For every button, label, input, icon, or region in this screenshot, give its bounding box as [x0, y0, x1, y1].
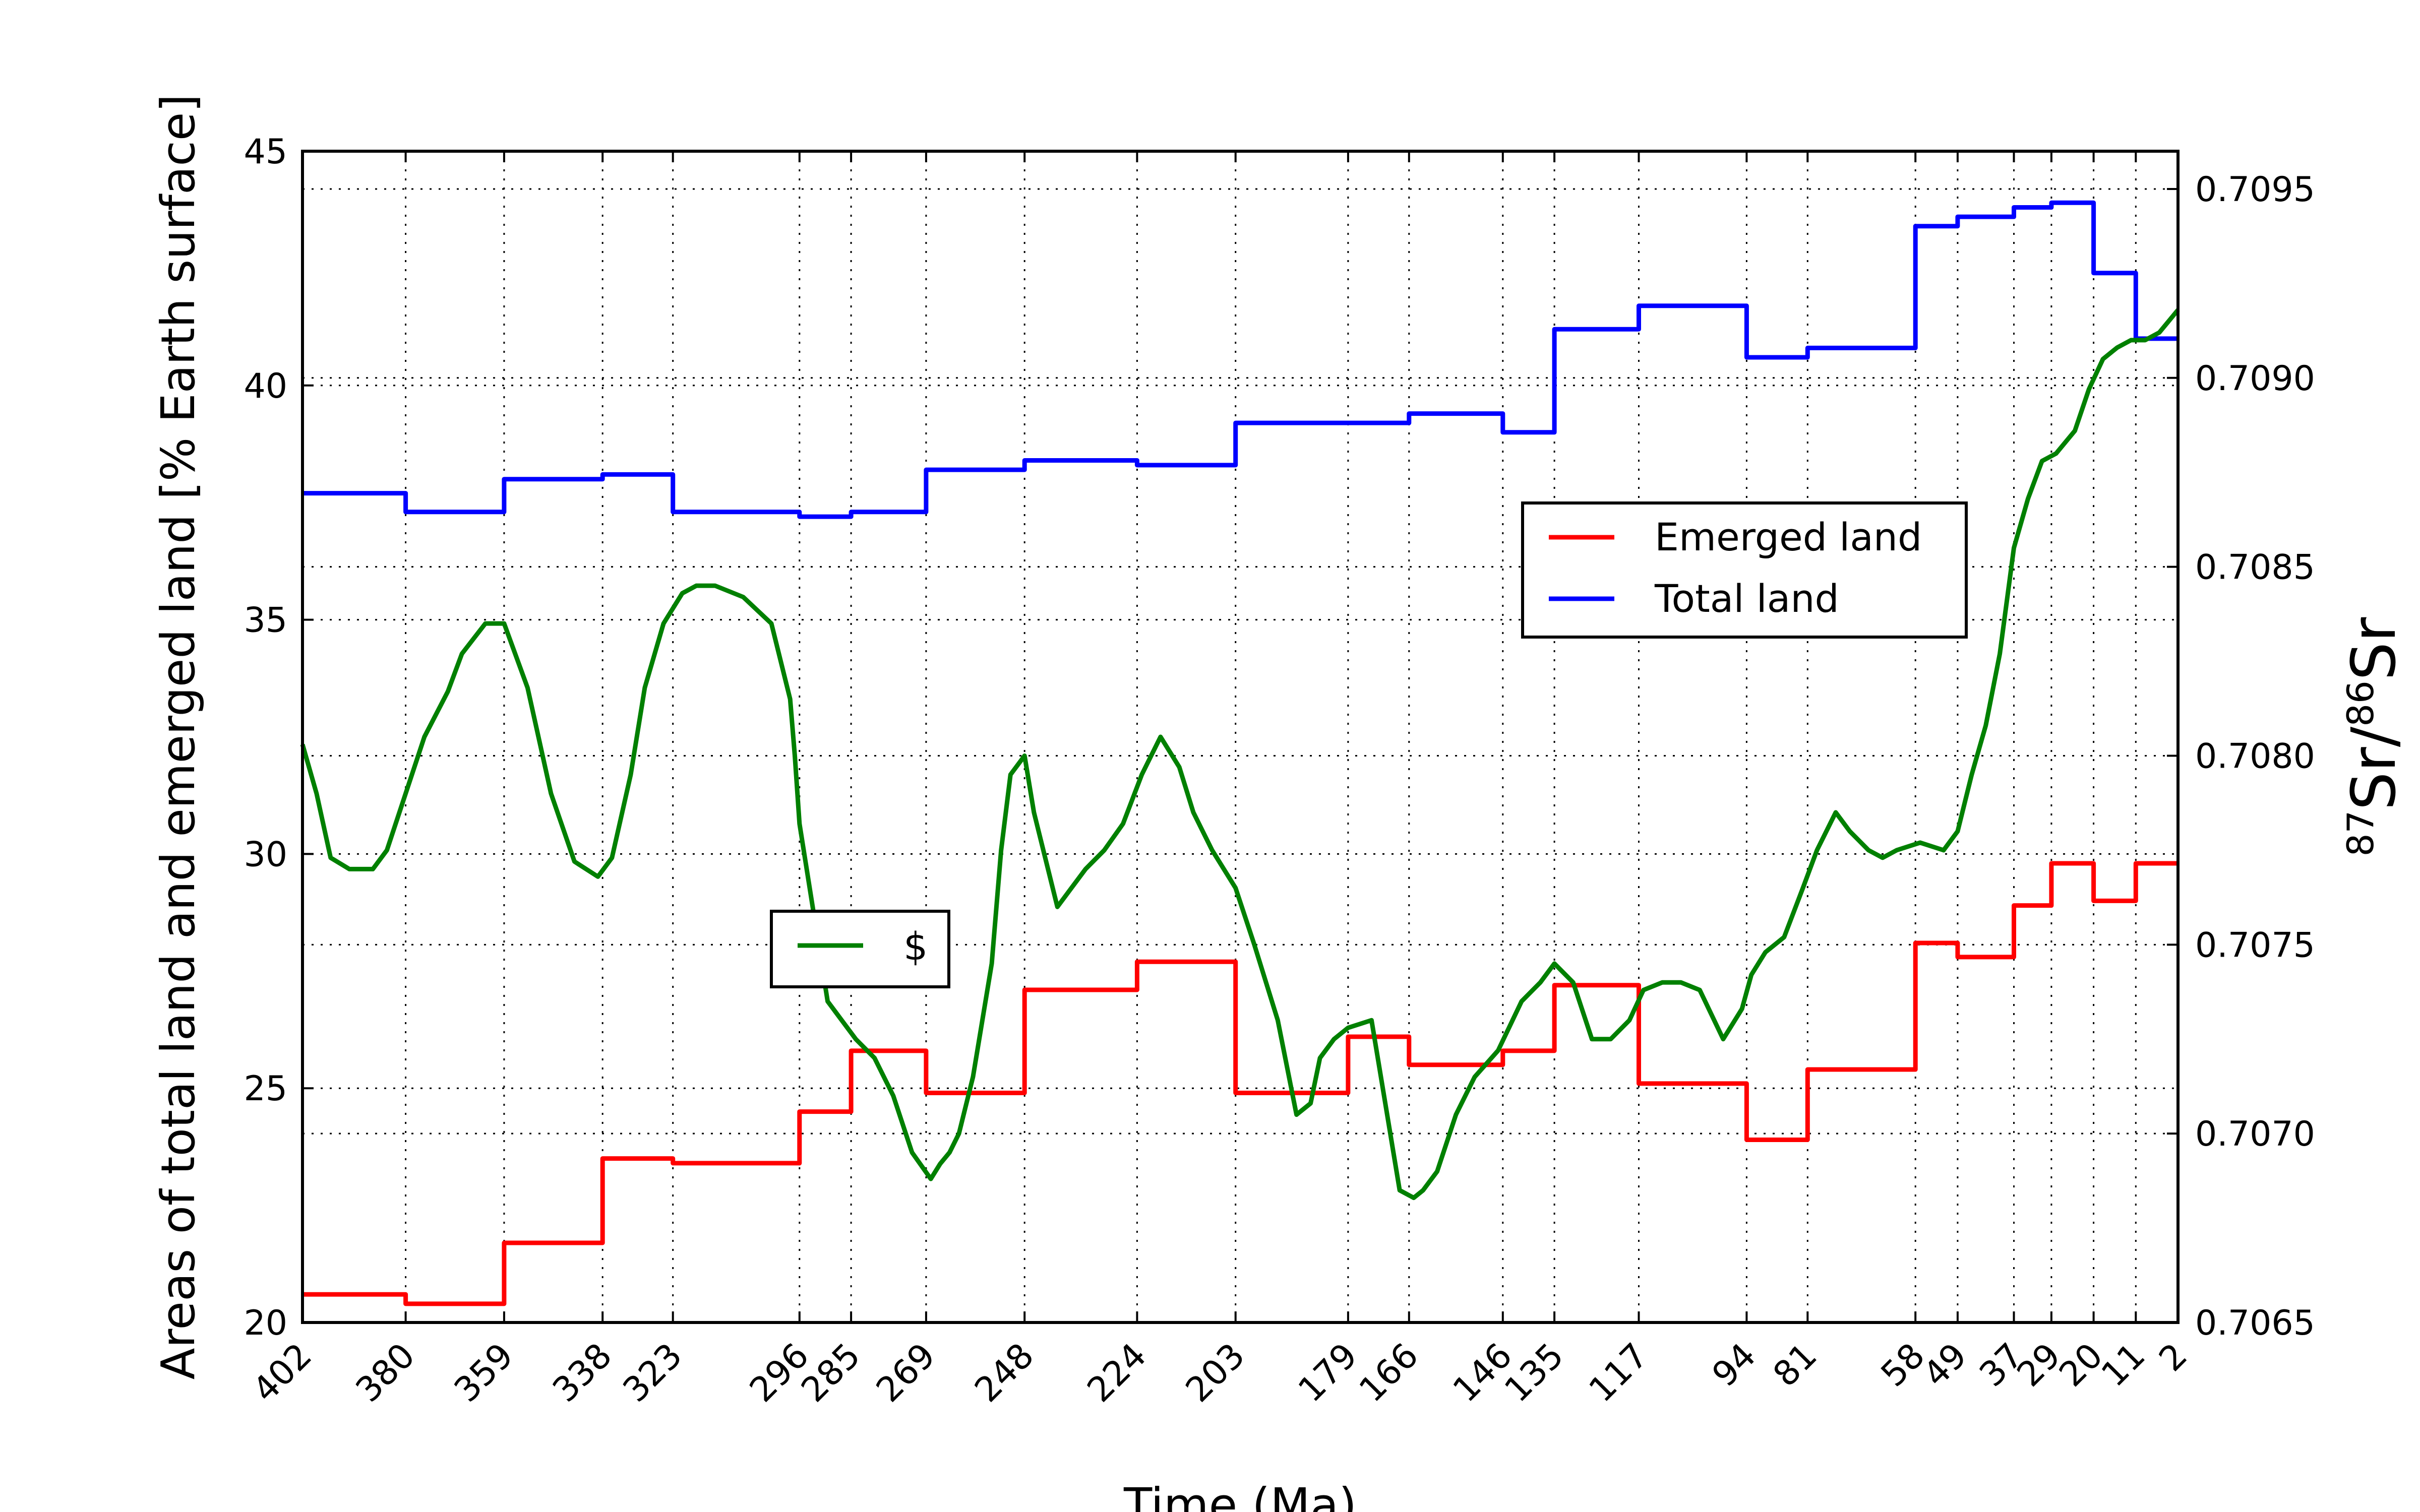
y-tick-label-right: 0.7075: [2195, 925, 2315, 965]
x-tick-label: 248: [967, 1336, 1042, 1410]
total-land-line: [302, 200, 2178, 519]
plot-frame: [301, 150, 2180, 1324]
x-tick-label: 2: [2152, 1336, 2195, 1379]
x-tick-label: 166: [1352, 1336, 1426, 1410]
x-tick-label: 11: [2094, 1336, 2153, 1395]
y-tick-label-right: 0.7080: [2195, 736, 2315, 776]
x-tick-label: 135: [1497, 1336, 1571, 1410]
y-tick-label-left: 35: [244, 601, 287, 641]
y-tick-label-left: 20: [244, 1303, 287, 1343]
x-tick-label: 338: [546, 1336, 620, 1410]
y-tick-label-right: 0.7095: [2195, 170, 2315, 210]
legend-box-sr: [770, 910, 950, 988]
x-tick-label: 323: [616, 1336, 690, 1410]
x-tick-label: 49: [1916, 1336, 1975, 1395]
sr-ratio-line: [300, 308, 2180, 1201]
y-tick-label-left: 40: [244, 366, 287, 406]
y-axis-label-left: Areas of total land and emerged land [% …: [151, 94, 205, 1380]
legends: Emerged land Total land $: [770, 501, 1968, 988]
y-tick-label-right: 0.7065: [2195, 1303, 2315, 1343]
x-tick-label: 285: [794, 1336, 868, 1410]
series-layer: [300, 200, 2180, 1306]
legend-label-total: Total land: [1654, 576, 1839, 621]
x-tick-label: 359: [447, 1336, 521, 1410]
x-tick-label: 269: [869, 1336, 943, 1410]
x-tick-label: 179: [1291, 1336, 1365, 1410]
y-tick-label-right: 0.7090: [2195, 359, 2315, 399]
x-tick-label: 81: [1766, 1336, 1825, 1395]
x-axis-label: Time (Ma): [1123, 1478, 1357, 1512]
y-tick-label-left: 30: [244, 835, 287, 874]
x-tick-label: 94: [1705, 1336, 1764, 1395]
x-tick-label: 380: [348, 1336, 423, 1410]
x-tick-label: 224: [1080, 1336, 1155, 1410]
y-tick-label-right: 0.7070: [2195, 1114, 2315, 1154]
emerged-land-line: [302, 861, 2178, 1306]
y-tick-label-left: 45: [244, 132, 287, 172]
grid: [301, 151, 2179, 1322]
y-axis-label-right: 87Sr/86Sr: [2339, 617, 2409, 856]
legend-box-land: [1521, 501, 1968, 639]
y-tick-label-left: 25: [244, 1069, 287, 1109]
x-tick-label: 117: [1582, 1336, 1656, 1410]
legend-label-sr: $: [903, 924, 928, 969]
legend-label-emerged: Emerged land: [1655, 515, 1922, 559]
x-tick-label: 402: [245, 1336, 320, 1410]
x-tick-label: 203: [1178, 1336, 1253, 1410]
y-tick-label-right: 0.7085: [2195, 548, 2315, 588]
